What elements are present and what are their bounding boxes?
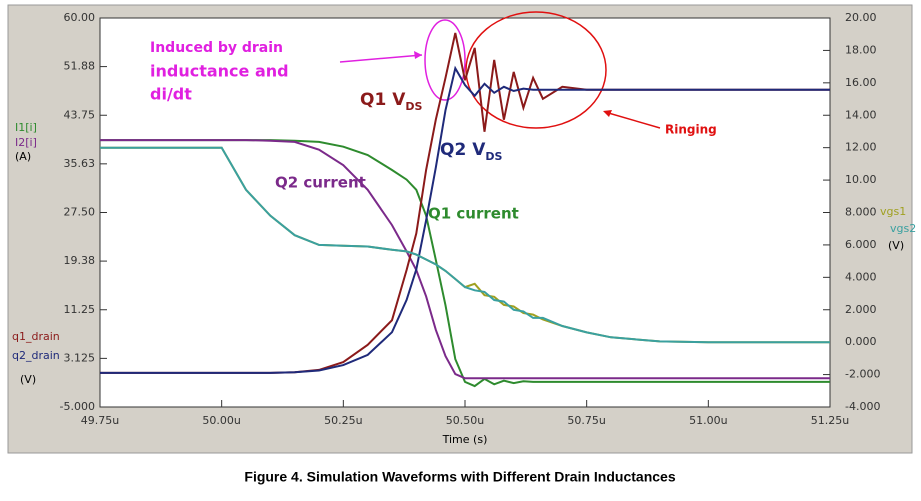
- annotation: inductance and: [150, 62, 289, 81]
- x-tick-label: 50.50u: [446, 414, 484, 427]
- x-axis-label: Time (s): [442, 433, 488, 446]
- arrow: [604, 111, 661, 129]
- y2-tick-label: 12.00: [845, 141, 877, 154]
- y2-tick-label: 0.000: [845, 335, 877, 348]
- y2-tick-label: 8.000: [845, 206, 877, 219]
- legend-label: vgs1: [880, 205, 906, 218]
- x-tick-label: 50.75u: [567, 414, 605, 427]
- y2-tick-label: 10.00: [845, 173, 877, 186]
- unit-label: (V): [20, 373, 36, 386]
- y-tick-label: -5.000: [60, 400, 95, 413]
- x-tick-label: 50.25u: [324, 414, 362, 427]
- x-tick-label: 49.75u: [81, 414, 119, 427]
- legend-label: I1[i]: [15, 121, 37, 134]
- annotation: Ringing: [665, 123, 717, 137]
- series-line: [100, 139, 830, 380]
- y-tick-label: 27.50: [64, 206, 96, 219]
- x-tick-label: 51.00u: [689, 414, 727, 427]
- y2-tick-label: 6.000: [845, 238, 877, 251]
- annotation: Induced by drain: [150, 40, 283, 56]
- arrow: [339, 54, 423, 63]
- y2-tick-label: 2.000: [845, 303, 877, 316]
- annotation: Q1 VDS: [360, 90, 422, 113]
- unit-label: (A): [15, 150, 31, 163]
- legend-label: q2_drain: [12, 349, 60, 362]
- y2-tick-label: -4.000: [845, 400, 880, 413]
- annotation: di/dt: [150, 85, 192, 104]
- y-tick-label: 51.88: [64, 60, 96, 73]
- series-line: [100, 146, 830, 344]
- y-tick-label: 3.125: [64, 351, 96, 364]
- annotation: Q1 current: [428, 205, 519, 223]
- y2-tick-label: 4.000: [845, 270, 877, 283]
- legend-label: q1_drain: [12, 330, 60, 343]
- x-tick-label: 51.25u: [811, 414, 849, 427]
- y-tick-label: 19.38: [64, 254, 96, 267]
- annotation-text: Q1 V: [360, 90, 406, 110]
- series-line: [100, 139, 830, 388]
- highlight-ellipse: [465, 11, 607, 129]
- unit-label: (V): [888, 239, 904, 252]
- highlight-ellipse: [424, 19, 466, 101]
- annotation: Q2 VDS: [440, 140, 502, 163]
- annotation-sub: DS: [485, 150, 502, 163]
- annotation: Q2 current: [275, 174, 366, 192]
- y2-tick-label: 14.00: [845, 108, 877, 121]
- y-tick-label: 43.75: [64, 108, 96, 121]
- legend-label: I2[i]: [15, 136, 37, 149]
- y-tick-label: 11.25: [64, 303, 96, 316]
- caption: Figure 4. Simulation Waveforms with Diff…: [244, 469, 675, 485]
- y2-tick-label: 18.00: [845, 43, 877, 56]
- y-tick-label: 35.63: [64, 157, 96, 170]
- arrow-head: [414, 51, 422, 59]
- annotation-sub: DS: [405, 100, 422, 113]
- y-tick-label: 60.00: [64, 11, 96, 24]
- y2-tick-label: 20.00: [845, 11, 877, 24]
- arrow-head: [603, 110, 612, 117]
- y2-tick-label: 16.00: [845, 76, 877, 89]
- x-tick-label: 50.00u: [202, 414, 240, 427]
- annotation-text: Q2 V: [440, 140, 486, 160]
- series-line: [100, 65, 830, 374]
- y2-tick-label: -2.000: [845, 368, 880, 381]
- legend-label: vgs2: [890, 222, 916, 235]
